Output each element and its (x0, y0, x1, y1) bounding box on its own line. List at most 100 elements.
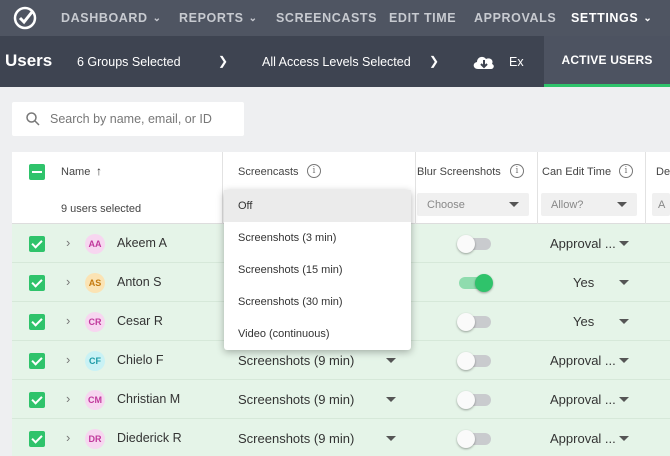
dropdown-option-screenshots-15-min[interactable]: Screenshots (15 min) (238, 264, 343, 276)
dropdown-caret-icon[interactable] (619, 319, 629, 324)
row-checkbox[interactable] (29, 431, 45, 447)
dropdown-caret-icon[interactable] (386, 397, 396, 402)
screencasts-dropdown-menu: Off Screenshots (3 min) Screenshots (15 … (224, 190, 411, 350)
column-divider (222, 152, 223, 224)
can-edit-time-select[interactable]: Approval ... (550, 431, 616, 446)
dropdown-option-video-continuous[interactable]: Video (continuous) (238, 328, 330, 340)
blur-screenshots-toggle[interactable] (457, 235, 491, 253)
toggle-knob (457, 391, 475, 409)
row-checkbox[interactable] (29, 392, 45, 408)
dropdown-caret-icon[interactable] (386, 436, 396, 441)
blur-screenshots-toggle[interactable] (457, 313, 491, 331)
avatar: AA (85, 234, 105, 254)
chevron-right-icon[interactable]: › (66, 235, 71, 250)
user-name[interactable]: Chielo F (117, 353, 164, 367)
avatar: AS (85, 273, 105, 293)
column-divider (537, 152, 538, 224)
dropdown-option-screenshots-3-min[interactable]: Screenshots (3 min) (238, 232, 337, 244)
chevron-right-icon[interactable]: › (66, 274, 71, 289)
dropdown-caret-icon (617, 202, 627, 207)
users-subbar: Users 6 Groups Selected ❯ All Access Lev… (0, 36, 670, 87)
page-title: Users (5, 51, 53, 70)
header-blur-screenshots: Blur Screenshots (417, 166, 501, 178)
row-checkbox[interactable] (29, 314, 45, 330)
user-name[interactable]: Christian M (117, 392, 181, 406)
blur-screenshots-toggle[interactable] (457, 352, 491, 370)
column-divider (645, 152, 646, 224)
search-icon (26, 112, 40, 126)
nav-approvals-label: APPROVALS (474, 11, 557, 25)
toggle-knob (475, 274, 493, 292)
blur-screenshots-toggle[interactable] (457, 430, 491, 448)
nav-edit-time-label: EDIT TIME (389, 11, 457, 25)
nav-reports[interactable]: REPORTS ⌄ (179, 0, 258, 36)
dropdown-option-screenshots-30-min[interactable]: Screenshots (30 min) (238, 296, 343, 308)
can-edit-time-select[interactable]: Approval ... (550, 353, 616, 368)
column-divider (415, 152, 416, 224)
user-name[interactable]: Diederick R (117, 431, 182, 445)
screencasts-select[interactable]: Screenshots (9 min) (238, 431, 355, 446)
nav-edit-time[interactable]: EDIT TIME (389, 0, 456, 36)
row-checkbox[interactable] (29, 353, 45, 369)
dropdown-caret-icon[interactable] (619, 436, 629, 441)
chevron-right-icon[interactable]: › (66, 352, 71, 367)
chevron-down-icon: ⌄ (643, 12, 653, 24)
avatar: CF (85, 351, 105, 371)
dropdown-caret-icon[interactable] (619, 241, 629, 246)
search-input[interactable]: Search by name, email, or ID (12, 102, 244, 136)
dropdown-caret-icon[interactable] (619, 397, 629, 402)
table-row[interactable]: › DR Diederick R Screenshots (9 min) Approva… (12, 419, 670, 456)
dropdown-caret-icon[interactable] (619, 280, 629, 285)
access-chevron-down-icon[interactable]: ❯ (429, 54, 440, 68)
row-checkbox[interactable] (29, 275, 45, 291)
screencasts-select[interactable]: Screenshots (9 min) (238, 353, 355, 368)
user-name[interactable]: Cesar R (117, 314, 163, 328)
app-logo-icon[interactable] (8, 0, 42, 36)
can-edit-time-select[interactable]: Approval ... (550, 392, 616, 407)
groups-chevron-down-icon[interactable]: ❯ (218, 54, 229, 68)
nav-settings[interactable]: SETTINGS ⌄ (571, 0, 652, 36)
chevron-right-icon[interactable]: › (66, 391, 71, 406)
info-icon[interactable]: i (307, 164, 321, 178)
avatar: CM (85, 390, 105, 410)
can-edit-time-select[interactable]: Yes (573, 275, 595, 290)
nav-dashboard[interactable]: DASHBOARD ⌄ (61, 0, 162, 36)
groups-select[interactable]: 6 Groups Selected (77, 55, 181, 69)
nav-dashboard-label: DASHBOARD (61, 11, 148, 25)
next-filter-select[interactable]: A (652, 193, 670, 216)
user-name[interactable]: Anton S (117, 275, 162, 289)
nav-screencasts[interactable]: SCREENCASTS (276, 0, 377, 36)
info-icon[interactable]: i (510, 164, 524, 178)
nav-approvals[interactable]: APPROVALS (474, 0, 556, 36)
export-button[interactable]: Ex (509, 55, 524, 69)
dropdown-caret-icon[interactable] (386, 358, 396, 363)
chevron-down-icon: ⌄ (248, 12, 258, 24)
row-checkbox[interactable] (29, 236, 45, 252)
select-all-checkbox[interactable] (29, 164, 45, 180)
blur-screenshots-toggle[interactable] (459, 274, 493, 292)
can-edit-time-select[interactable]: Yes (573, 314, 595, 329)
sort-arrow-up-icon[interactable]: ↑ (96, 164, 102, 178)
dropdown-caret-icon[interactable] (619, 358, 629, 363)
chevron-down-icon: ⌄ (152, 12, 162, 24)
tab-active-users[interactable]: ACTIVE USERS (544, 36, 670, 87)
search-placeholder: Search by name, email, or ID (50, 112, 212, 126)
nav-reports-label: REPORTS (179, 11, 244, 25)
user-name[interactable]: Akeem A (117, 236, 168, 250)
can-edit-time-select[interactable]: Approval ... (550, 236, 616, 251)
users-selected-count: 9 users selected (61, 203, 142, 215)
table-row[interactable]: › CM Christian M Screenshots (9 min) Approva… (12, 380, 670, 419)
edit-filter-select[interactable]: Allow? (541, 193, 637, 216)
access-levels-select[interactable]: All Access Levels Selected (262, 55, 411, 69)
toggle-knob (457, 235, 475, 253)
header-name[interactable]: Name (61, 166, 91, 178)
blur-filter-select[interactable]: Choose (417, 193, 529, 216)
chevron-right-icon[interactable]: › (66, 313, 71, 328)
dropdown-option-off[interactable]: Off (224, 190, 411, 222)
table-header: Name ↑ 9 users selected Screencasts i Bl… (12, 152, 670, 224)
cloud-download-icon[interactable] (472, 54, 496, 70)
info-icon[interactable]: i (619, 164, 633, 178)
screencasts-select[interactable]: Screenshots (9 min) (238, 392, 355, 407)
chevron-right-icon[interactable]: › (66, 430, 71, 445)
blur-screenshots-toggle[interactable] (457, 391, 491, 409)
